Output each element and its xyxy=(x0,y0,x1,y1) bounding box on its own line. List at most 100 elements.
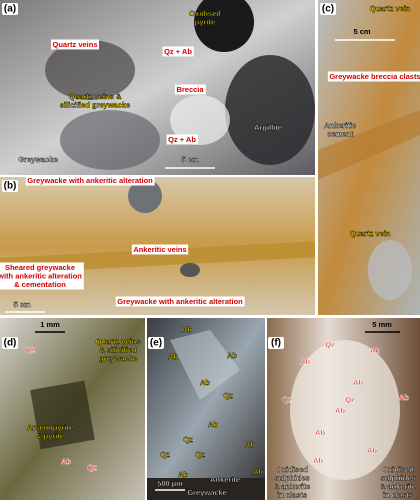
label: Ab xyxy=(182,325,193,334)
label: Qz xyxy=(25,345,35,354)
label: Qz xyxy=(282,395,292,404)
label: Greywacke xyxy=(187,488,227,497)
label-text: Qz xyxy=(282,395,292,404)
panel-letter: (b) xyxy=(4,181,17,192)
label-text: Ab xyxy=(168,352,178,361)
label-text: cement xyxy=(327,129,354,138)
label: Ab xyxy=(227,351,238,360)
label: Ab xyxy=(353,378,364,387)
label-text: Ankerite xyxy=(210,475,240,484)
label-text: in clasts xyxy=(277,490,307,499)
label: Quartz vein xyxy=(369,4,411,13)
label-text: Qz xyxy=(183,435,193,444)
label-text: Quartz veins xyxy=(52,40,97,49)
label: Ab xyxy=(253,467,264,476)
label: Quartz vein xyxy=(349,229,391,238)
label: Ab xyxy=(300,357,311,366)
label-box xyxy=(162,46,194,57)
label: Qz xyxy=(223,391,233,400)
label-text: Breccia xyxy=(176,85,204,94)
label: Ab xyxy=(313,456,324,465)
label-text: 5 cm xyxy=(181,155,198,164)
label-text: & ankerite xyxy=(274,482,310,491)
photo-f xyxy=(267,318,420,500)
panel-letter-box xyxy=(320,3,336,15)
label: Ab xyxy=(178,470,189,479)
label-text: Argillite xyxy=(254,123,282,132)
label-text: Ab xyxy=(208,420,218,429)
scale-bars xyxy=(5,39,400,491)
label-text: Greywacke with ankeritic alteration xyxy=(117,297,243,306)
label-text: Qz + Ab xyxy=(168,135,196,144)
label-box xyxy=(0,262,84,290)
label-box xyxy=(166,134,198,145)
label-text: & ankerite xyxy=(380,482,416,491)
label-text: Ab xyxy=(253,467,263,476)
label-box xyxy=(25,175,155,186)
label-box xyxy=(115,296,245,307)
label-text: 500 µm xyxy=(157,479,183,488)
label: Greywacke with ankeritic alteration xyxy=(115,296,245,307)
label: Ab xyxy=(208,420,219,429)
label: Greywacke breccia clasts xyxy=(327,71,420,82)
label: Qz xyxy=(87,463,97,472)
panel-letter-box xyxy=(2,3,18,15)
label: Ankerite xyxy=(210,475,240,484)
label: Ab xyxy=(315,428,326,437)
label: 5 cm xyxy=(181,155,199,164)
panel-letter-box xyxy=(148,337,164,349)
label-text: Ab xyxy=(178,470,188,479)
label: 5 mm xyxy=(372,320,392,329)
label-text: Ab xyxy=(367,446,377,455)
label-text: Greywacke breccia clasts xyxy=(329,72,420,81)
label: Ab xyxy=(245,440,256,449)
label-text: sulphides xyxy=(380,473,415,482)
label-text: Greywacke with ankeritic alteration xyxy=(27,176,153,185)
label-text: Qz xyxy=(195,450,205,459)
label-text: Qz xyxy=(25,345,35,354)
label-text: greywacke xyxy=(99,354,137,363)
label: Ab xyxy=(168,352,179,361)
label-text: Ab xyxy=(61,457,71,466)
label-text: Qz xyxy=(160,450,170,459)
panel-letter: (c) xyxy=(322,4,334,15)
label-text: Arsenopyrite xyxy=(27,423,73,432)
panel-letter: (e) xyxy=(150,338,162,349)
label: Qz + Ab xyxy=(166,134,198,145)
label: Qz xyxy=(183,435,193,444)
label: Ab xyxy=(367,446,378,455)
label-text: in clasts xyxy=(383,490,413,499)
panel-letter-box xyxy=(268,337,284,349)
label-text: Qz + Ab xyxy=(164,47,192,56)
photo-a xyxy=(0,0,315,175)
label-text: Quartz vein xyxy=(370,4,411,13)
label-text: Ankeritic veins xyxy=(133,245,186,254)
label-text: Sheared greywacke xyxy=(5,263,75,272)
label: 1 mm xyxy=(40,320,60,329)
label: Ankeritic veins xyxy=(131,244,189,255)
photo-e xyxy=(147,318,265,500)
label-text: pyrite xyxy=(195,17,215,26)
label-text: Oxidised xyxy=(276,465,308,474)
label-box xyxy=(327,71,420,82)
label: Qz xyxy=(345,395,355,404)
panel-letter-box xyxy=(2,337,18,349)
label: Ab xyxy=(335,406,346,415)
label-text: 5 cm xyxy=(353,27,370,36)
label-text: 5 mm xyxy=(372,320,392,329)
label-text: Ab xyxy=(370,346,380,355)
label: Greywacke with ankeritic alteration xyxy=(25,175,155,186)
label-text: Ab xyxy=(200,378,210,387)
panel-letter-box xyxy=(2,180,18,192)
label: 5 cm xyxy=(13,300,31,309)
label-text: sulphides xyxy=(274,473,309,482)
label: Greywacke xyxy=(18,155,58,164)
label: Qz xyxy=(325,340,335,349)
label-text: 5 cm xyxy=(13,300,30,309)
label: Quartz veins xyxy=(50,39,100,50)
label-text: Ab xyxy=(353,378,363,387)
